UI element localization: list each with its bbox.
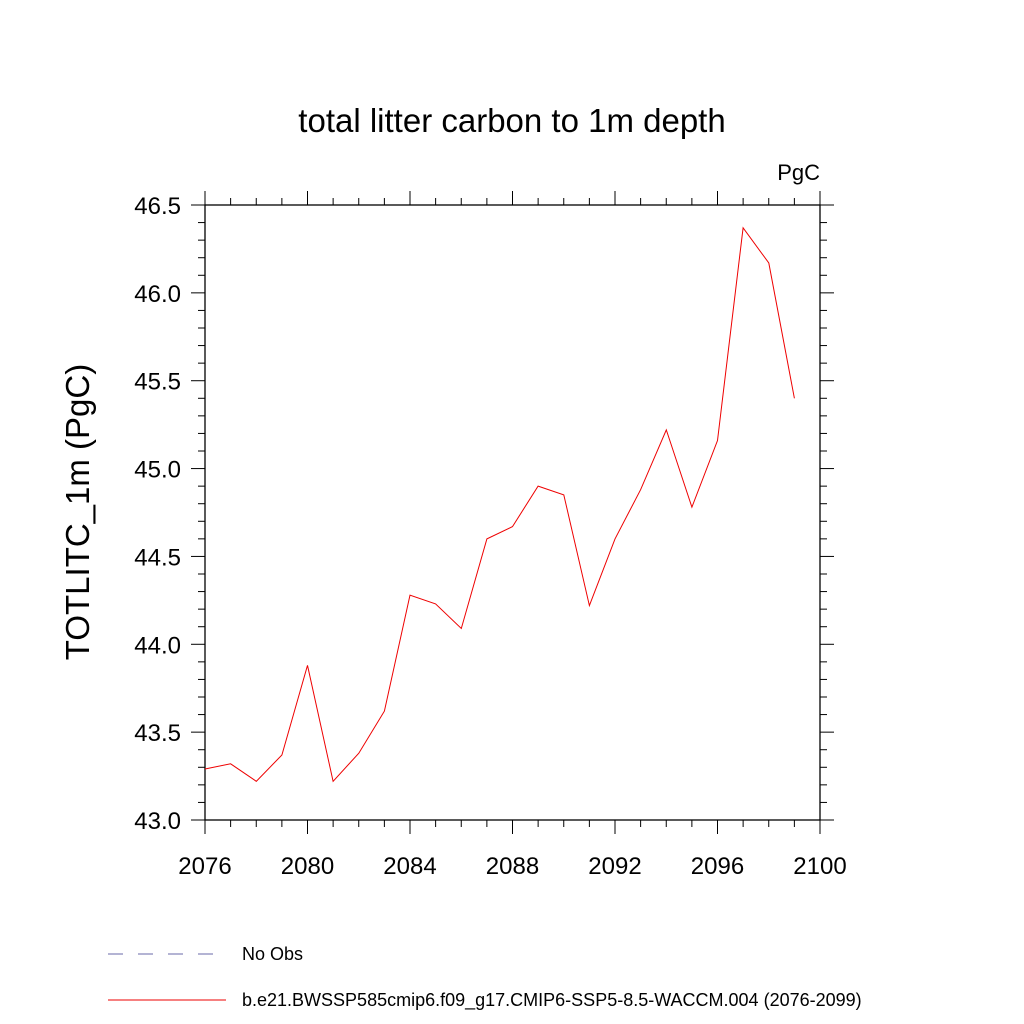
x-tick-label: 2096 [691,853,744,880]
x-tick-label: 2100 [793,853,846,880]
chart-title: total litter carbon to 1m depth [298,102,725,139]
y-tick-labels: 43.0 43.5 44.0 44.5 45.0 45.5 46.0 46.5 [134,193,181,835]
y-tick-label: 43.5 [134,720,181,747]
x-tick-labels: 2076 2080 2084 2088 2092 2096 2100 [178,853,846,880]
y-tick-label: 45.0 [134,457,181,484]
y-tick-label: 43.0 [134,808,181,835]
y-tick-label: 46.5 [134,193,181,220]
x-tick-label: 2088 [486,853,539,880]
legend-label-no-obs: No Obs [242,944,303,964]
x-tick-label: 2076 [178,853,231,880]
plot-frame [204,204,821,821]
series-line [204,226,795,783]
units-label: PgC [777,160,820,185]
y-tick-label: 46.0 [134,281,181,308]
y-tick-label: 45.5 [134,369,181,396]
y-axis-label: TOTLITC_1m (PgC) [59,364,96,660]
y-tick-label: 44.0 [134,632,181,659]
legend: No Obs b.e21.BWSSP585cmip6.f09_g17.CMIP6… [108,944,862,1011]
y-tick-label: 44.5 [134,544,181,571]
legend-label-model: b.e21.BWSSP585cmip6.f09_g17.CMIP6-SSP5-8… [242,990,862,1011]
x-tick-label: 2084 [383,853,436,880]
x-tick-label: 2080 [281,853,334,880]
x-tick-label: 2092 [588,853,641,880]
major-ticks [191,191,834,834]
minor-ticks [198,198,827,827]
series-layer [204,226,795,783]
